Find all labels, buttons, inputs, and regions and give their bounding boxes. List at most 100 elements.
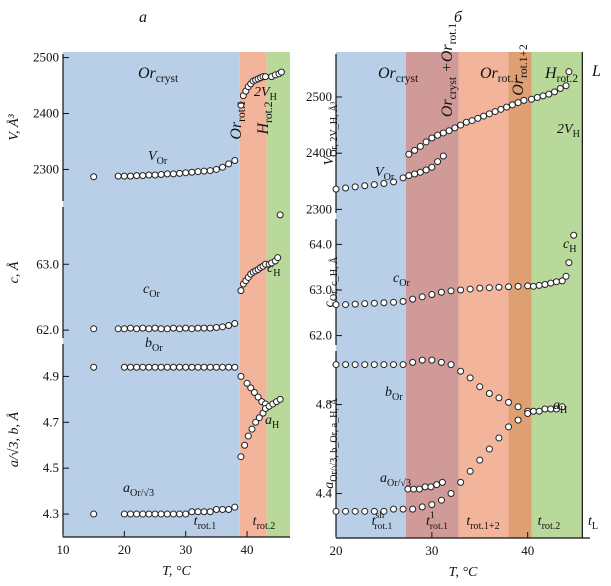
data-point-bor (399, 361, 407, 369)
annotation-label: 2VH (254, 85, 277, 103)
data-point-aor3 (157, 510, 165, 518)
data-point-vor (439, 152, 447, 160)
data-point-aor3 (244, 432, 252, 440)
data-point-cor (219, 323, 227, 331)
annotation-label: cOr (393, 271, 410, 289)
y-tick-label: 2400 (33, 106, 59, 121)
data-point-2vh (565, 68, 573, 76)
annotation-label: Orcryst +Orrot.1 (439, 23, 459, 117)
data-point-cor (447, 287, 455, 295)
data-point-aor3 (252, 418, 260, 426)
panel-label: а (139, 9, 147, 26)
data-point-aor3 (505, 423, 513, 431)
data-point-aor3 (145, 510, 153, 518)
annotation-label: cH (267, 261, 281, 279)
data-point-vor (169, 170, 177, 178)
data-point-aor3cryst (427, 483, 435, 491)
annotation-label: cOr (143, 282, 160, 300)
data-point-aor3 (380, 507, 388, 515)
data-point-bor (342, 361, 350, 369)
data-point-aor3 (90, 510, 98, 518)
data-point-cor (163, 325, 171, 333)
data-point-vorrot1 (416, 142, 424, 150)
data-point-bor (495, 394, 503, 402)
annotation-label: aOr/√3 (123, 481, 154, 499)
data-point-aor3 (399, 505, 407, 513)
data-point-vor (126, 172, 134, 180)
x-tick-label: 20 (118, 542, 131, 557)
data-point-bor (120, 363, 128, 371)
data-point-bor (254, 393, 262, 401)
y-tick-label: 4.7 (43, 414, 60, 429)
data-point-cor (437, 288, 445, 296)
phase-band-1-0 (336, 52, 406, 538)
data-point-bor (176, 363, 184, 371)
data-point-vorrot1 (480, 112, 488, 120)
data-point-bor (145, 363, 153, 371)
data-point-vorrot1 (451, 124, 459, 132)
y-tick-label: 2300 (33, 161, 59, 176)
y-tick-label: 4.5 (43, 460, 59, 475)
data-point-bor (332, 361, 340, 369)
data-point-vorrot1 (485, 110, 493, 118)
data-point-aor3 (241, 441, 249, 449)
data-point-aor3 (126, 510, 134, 518)
data-point-cor (495, 283, 503, 291)
data-point-cor (194, 324, 202, 332)
annotation-label: 2VH (557, 122, 580, 140)
phase-band-1-2 (458, 52, 509, 538)
data-point-aor3 (428, 501, 436, 509)
x-tick-label: 30 (425, 543, 438, 558)
annotation-label: Orcryst (138, 65, 179, 85)
data-point-ch (558, 277, 566, 285)
data-point-cor (176, 325, 184, 333)
data-point-cor (418, 293, 426, 301)
data-point-aor3 (120, 510, 128, 518)
x-axis-label: T, °C (449, 565, 478, 580)
data-point-bor (237, 372, 245, 380)
data-point-aor3cryst (433, 481, 441, 489)
data-point-vorrot1 (497, 105, 505, 113)
data-point-vor (219, 163, 227, 171)
y-tick-label: 4.3 (43, 506, 59, 521)
data-point-aor3 (231, 503, 239, 511)
transition-label: t1 rot.1 (426, 510, 448, 532)
data-point-vor (212, 165, 220, 173)
data-point-bor (437, 358, 445, 366)
data-point-bor (206, 363, 214, 371)
annotation-label: aH (265, 413, 279, 431)
x-tick-label: 40 (241, 542, 254, 557)
data-point-vor (399, 174, 407, 182)
data-point-bor (247, 384, 255, 392)
y-axis-label: cOr, c_H, Å (322, 256, 340, 307)
annotation-label: cH (563, 237, 577, 255)
data-point-bor (169, 363, 177, 371)
data-point-bor (151, 363, 159, 371)
data-point-cor (182, 324, 190, 332)
y-tick-label: 2300 (306, 201, 332, 216)
data-point-aor3 (447, 490, 455, 498)
data-point-cor (169, 324, 177, 332)
data-point-cor (151, 324, 159, 332)
annotation-label: Orrot.1+2 (510, 44, 530, 96)
data-point-cor (428, 291, 436, 299)
data-point-aor3 (151, 510, 159, 518)
data-point-aor3 (133, 510, 141, 518)
data-point-vor (151, 171, 159, 179)
transition-label: trot.1+2 (466, 514, 499, 532)
phase-band-0-2 (266, 52, 290, 537)
data-point-vor (422, 166, 430, 174)
data-point-cor (380, 299, 388, 307)
data-point-vorrot1 (422, 138, 430, 146)
annotation-label: VOr (148, 149, 168, 167)
data-point-bor (351, 361, 359, 369)
data-point-cor (390, 298, 398, 306)
data-point-aor3 (418, 503, 426, 511)
y-tick-label: 62.0 (36, 322, 59, 337)
data-point-aor3 (163, 510, 171, 518)
data-point-ah (276, 395, 284, 403)
data-point-vor (237, 101, 245, 109)
y-axis-label: aOr/√3, b_Or, a_H, Å (322, 398, 340, 489)
data-point-cor (225, 322, 233, 330)
data-point-vor (361, 182, 369, 190)
